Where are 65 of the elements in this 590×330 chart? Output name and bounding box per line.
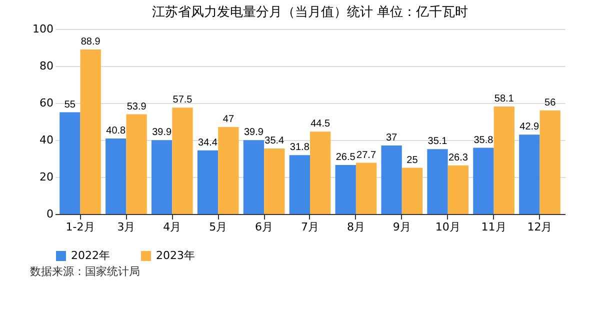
y-tick-label: 80 [40,60,54,72]
data-label: 26.5 [336,152,356,163]
bar [289,155,310,214]
y-tick-label: 40 [40,134,54,146]
chart-title: 江苏省风力发电量分月（当月值）统计 单位：亿千瓦时 [152,5,468,20]
x-tick-label: 5月 [209,220,228,234]
data-label: 27.7 [356,150,376,161]
data-label: 31.8 [290,142,310,154]
data-label: 58.1 [494,94,514,105]
bar [427,149,448,214]
x-tick-label: 12月 [527,220,552,234]
x-tick-label: 1-2月 [66,220,95,234]
y-tick-label: 0 [46,208,54,220]
bar [172,108,193,214]
bar [448,165,469,214]
data-label: 47 [222,114,234,126]
bar [151,140,172,214]
bar [310,132,331,214]
bar [60,112,80,214]
data-label: 57.5 [172,94,193,106]
bar [218,127,239,214]
bar [335,164,356,214]
x-tick-label: 11月 [481,220,506,234]
bar [402,168,423,214]
source-note: 数据来源：国家统计局 [30,265,140,278]
bar [540,110,560,214]
legend-label: 2023年 [156,249,195,262]
data-label: 42.9 [520,122,540,133]
bar [197,150,218,214]
data-label: 25 [406,154,418,166]
bar [494,106,514,214]
x-tick-label: 4月 [163,220,182,234]
x-tick-label: 7月 [301,220,319,234]
data-label: 44.5 [310,118,331,130]
data-label: 37 [386,132,398,144]
data-label: 88.9 [80,36,101,48]
y-tick-label: 20 [40,170,54,184]
data-label: 53.9 [126,101,147,112]
bar [80,50,101,214]
bar [381,146,402,214]
x-tick-label: 8月 [346,220,365,234]
bar [356,162,377,214]
x-tick-label: 9月 [392,220,411,234]
data-label: 26.3 [448,152,468,164]
data-label: 34.4 [198,137,218,148]
data-label: 39.9 [152,127,172,138]
x-tick-label: 6月 [255,220,274,234]
bar [519,134,540,214]
data-label: 39.9 [244,127,264,138]
y-tick-label: 60 [40,96,54,110]
data-label: 35.8 [474,134,494,146]
data-label: 35.1 [428,136,448,148]
data-label: 56 [544,97,556,108]
legend-label: 2022年 [71,249,110,262]
bar [243,140,264,214]
data-label: 55 [64,99,76,110]
bar [126,114,147,214]
bar [264,148,285,214]
x-tick-label: 10月 [435,220,460,234]
x-tick-label: 3月 [117,220,136,234]
bar [106,138,126,214]
y-tick-label: 100 [32,22,54,36]
data-label: 40.8 [106,126,126,137]
data-label: 35.4 [264,136,285,147]
bar [473,148,494,214]
